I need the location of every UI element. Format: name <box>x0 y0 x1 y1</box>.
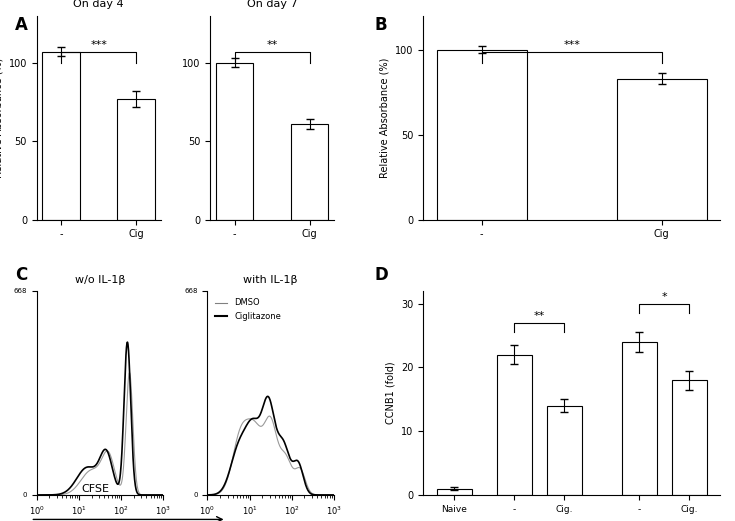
Text: C: C <box>15 266 27 284</box>
Bar <box>497 355 531 495</box>
Y-axis label: CCNB1 (fold): CCNB1 (fold) <box>385 362 395 424</box>
Title: On day 4: On day 4 <box>74 0 124 9</box>
Legend: DMSO, Ciglitazone: DMSO, Ciglitazone <box>212 295 284 324</box>
Title: with IL-1β: with IL-1β <box>243 275 298 284</box>
Text: *: * <box>662 292 667 302</box>
Bar <box>43 52 80 219</box>
Text: B: B <box>375 16 387 34</box>
Bar <box>437 489 472 495</box>
Text: **: ** <box>534 311 545 321</box>
Bar <box>291 124 329 219</box>
Text: D: D <box>375 266 389 284</box>
Y-axis label: Relative Absorbance (%): Relative Absorbance (%) <box>379 57 390 178</box>
Y-axis label: Relative Absorbance (%): Relative Absorbance (%) <box>0 57 3 178</box>
Bar <box>437 49 527 219</box>
Bar <box>672 380 707 495</box>
Title: On day 7: On day 7 <box>247 0 298 9</box>
Text: ***: *** <box>90 40 107 51</box>
Text: **: ** <box>266 40 278 51</box>
Bar <box>617 79 707 219</box>
Bar <box>622 342 657 495</box>
Title: w/o IL-1β: w/o IL-1β <box>75 275 125 284</box>
Text: A: A <box>15 16 28 34</box>
Bar <box>216 63 254 219</box>
Text: CFSE: CFSE <box>82 485 110 494</box>
Text: ***: *** <box>563 40 580 51</box>
Bar <box>547 406 581 495</box>
Bar <box>118 99 155 219</box>
